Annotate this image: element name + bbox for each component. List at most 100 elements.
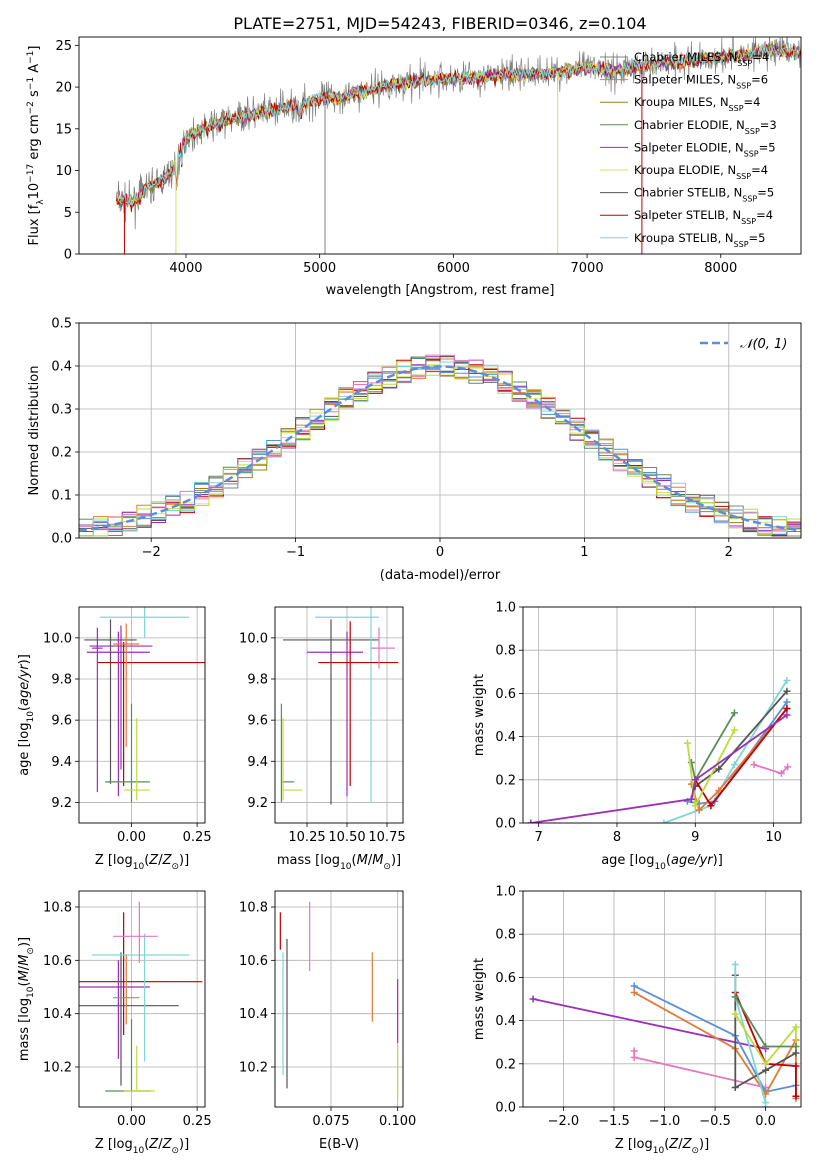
y-tick-label: 0.8 xyxy=(495,928,516,943)
mass_vs_Z-ylabel: mass [log10(M/M⊙)] xyxy=(17,937,36,1061)
mass_vs_Z-axes: 0.00 0.25 10.2 10.4 10.6 10.8 xyxy=(43,891,212,1129)
weight-point xyxy=(715,765,723,773)
weight-series xyxy=(753,763,789,775)
weight-point xyxy=(783,687,791,695)
y-tick-label: 5 xyxy=(64,206,72,221)
y-tick-label: 10.6 xyxy=(43,954,72,969)
y-tick-label: 10.6 xyxy=(239,954,268,969)
y-tick-label: 9.6 xyxy=(247,714,268,729)
weight-series xyxy=(532,998,766,1050)
y-tick-label: 9.4 xyxy=(247,755,268,770)
weight-point xyxy=(707,802,715,810)
y-tick-label: 10 xyxy=(55,164,72,179)
weight-point xyxy=(731,1084,739,1092)
weight-point xyxy=(792,1043,800,1051)
legend-entry: 𝒩(0, 1) xyxy=(740,337,787,352)
y-tick-label: 0.4 xyxy=(495,1014,516,1029)
weight-point xyxy=(730,726,738,734)
weight-point xyxy=(630,989,638,997)
age_vs_mass-frame xyxy=(274,606,404,824)
y-tick-label: 9.4 xyxy=(51,755,72,770)
x-tick-label: −2.0 xyxy=(548,1114,580,1129)
residuals-xlabel: (data-model)/error xyxy=(380,568,501,583)
x-tick-label: 0.0 xyxy=(755,1114,776,1129)
weight-point xyxy=(660,819,668,823)
y-tick-label: 10.2 xyxy=(43,1061,72,1076)
y-tick-label: 0.4 xyxy=(495,730,516,745)
weight-series xyxy=(734,992,797,1097)
weight-point xyxy=(731,960,739,968)
x-tick-label: 6000 xyxy=(437,261,470,276)
mass_vs_ebv-points xyxy=(279,901,399,1099)
y-tick-label: 9.6 xyxy=(51,714,72,729)
mass_vs_ebv-xlabel: E(B-V) xyxy=(319,1137,359,1152)
legend-entry: Kroupa STELIB, NSSP=5 xyxy=(634,231,765,249)
weight-point xyxy=(730,709,738,717)
y-tick-label: 25 xyxy=(55,39,72,54)
age_vs_Z-ylabel: age [log10(age/yr)] xyxy=(17,654,36,776)
x-tick-label: 2 xyxy=(725,545,733,560)
weight-series xyxy=(734,1013,797,1066)
weight-point xyxy=(777,769,785,777)
age_vs_Z-axes: 0.00 0.25 9.2 9.4 9.6 9.8 10.0 xyxy=(43,607,212,845)
y-tick-label: 0.2 xyxy=(51,446,72,461)
mass_vs_Z-xlabel: Z [log10(Z/Z⊙)] xyxy=(95,1137,189,1156)
residuals-ylabel: Normed distribution xyxy=(27,366,42,496)
age_vs_Z-points xyxy=(84,607,205,803)
x-tick-label: 7000 xyxy=(571,261,604,276)
y-tick-label: 9.2 xyxy=(247,796,268,811)
y-tick-label: 1.0 xyxy=(495,885,516,900)
figure-title: PLATE=2751, MJD=54243, FIBERID=0346, z=0… xyxy=(233,14,646,33)
weight-series xyxy=(690,707,788,812)
weight-point xyxy=(529,995,537,1003)
x-tick-label: 7 xyxy=(535,830,543,845)
weight_vs_Z-frame xyxy=(522,890,802,1108)
y-tick-label: 0.6 xyxy=(495,687,516,702)
y-tick-label: 10.2 xyxy=(239,1061,268,1076)
y-tick-label: 9.2 xyxy=(51,796,72,811)
spectrum-lines xyxy=(115,37,801,254)
weight-point xyxy=(762,1060,770,1068)
legend-entry: Salpeter ELODIE, NSSP=5 xyxy=(634,140,776,158)
x-tick-label: 0.25 xyxy=(183,830,212,845)
legend-entry: Kroupa MILES, NSSP=4 xyxy=(634,95,760,113)
age_vs_Z-xlabel: Z [log10(Z/Z⊙)] xyxy=(95,853,189,872)
y-tick-label: 10.4 xyxy=(239,1007,268,1022)
y-tick-label: 10.4 xyxy=(43,1007,72,1022)
legend-entry: Chabrier ELODIE, NSSP=3 xyxy=(634,118,777,136)
weight-point xyxy=(783,711,791,719)
y-tick-label: 0.4 xyxy=(51,360,72,375)
weight-series xyxy=(663,679,788,823)
weight-series xyxy=(734,975,797,1090)
spectrum-axes: 4000 5000 6000 7000 8000 0 5 10 15 20 25 xyxy=(55,39,737,276)
residuals-axes: −2 −1 0 1 2 0.0 0.1 0.2 0.3 0.4 0.5 xyxy=(51,317,801,560)
weight-series xyxy=(690,690,788,800)
x-tick-label: 0.00 xyxy=(117,1114,146,1129)
age_vs_mass-points xyxy=(280,607,399,805)
x-tick-label: 0.075 xyxy=(312,1114,349,1129)
histogram-series xyxy=(79,367,801,537)
weight-point xyxy=(792,1049,800,1057)
weight_vs_Z-lines xyxy=(529,960,800,1107)
legend-entry: Chabrier STELIB, NSSP=5 xyxy=(634,186,774,204)
weight-point xyxy=(715,787,723,795)
y-tick-label: 0.0 xyxy=(495,1101,516,1116)
mass_vs_ebv-frame xyxy=(274,890,404,1108)
weight-point xyxy=(762,1066,770,1074)
x-tick-label: 9 xyxy=(691,830,699,845)
weight-point xyxy=(731,993,739,1001)
legend-entry: Kroupa ELODIE, NSSP=4 xyxy=(634,163,768,181)
x-tick-label: 0.25 xyxy=(183,1114,212,1129)
weight-point xyxy=(731,1010,739,1018)
weight_vs_age-lines xyxy=(527,676,792,823)
y-tick-label: 0.2 xyxy=(495,1057,516,1072)
weight-point xyxy=(784,763,792,771)
weight_vs_age-frame xyxy=(522,606,802,824)
y-tick-label: 0.2 xyxy=(495,773,516,788)
weight-point xyxy=(792,1023,800,1031)
y-tick-label: 10.0 xyxy=(43,631,72,646)
y-tick-label: 0.1 xyxy=(51,489,72,504)
x-tick-label: 0 xyxy=(436,545,444,560)
y-tick-label: 9.8 xyxy=(247,673,268,688)
